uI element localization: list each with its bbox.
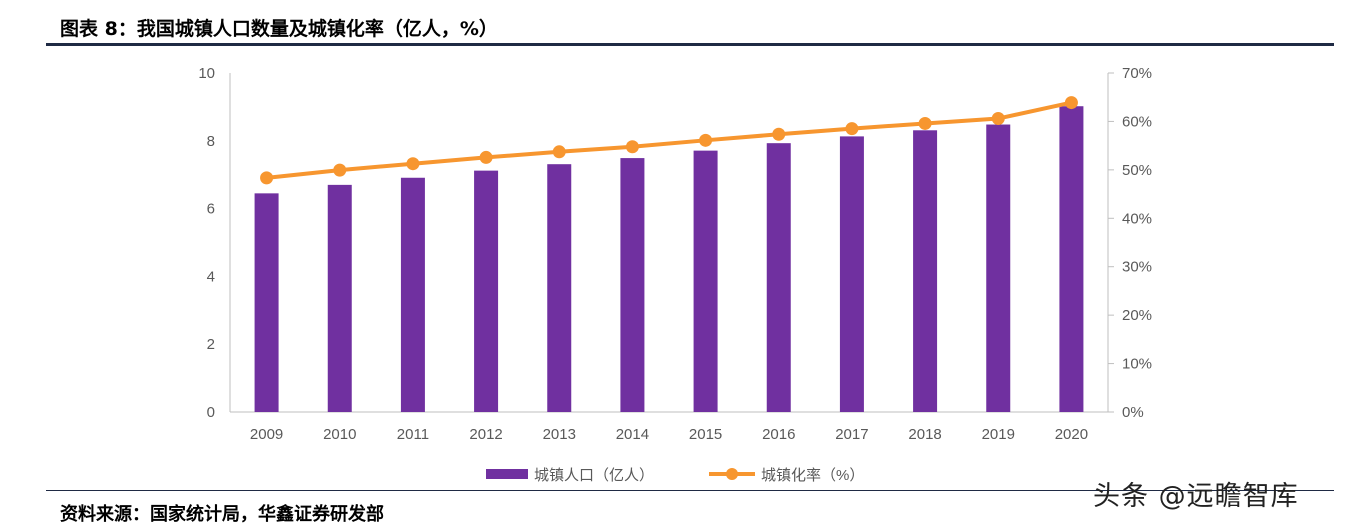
right-tick-label: 50%: [1122, 162, 1152, 179]
point-2012: [479, 150, 493, 164]
urbanization-line: [266, 100, 1072, 180]
left-tick-label: 4: [207, 268, 215, 285]
right-tick-label: 30%: [1122, 259, 1152, 276]
point-2014: [625, 140, 639, 154]
right-tick-label: 10%: [1122, 356, 1152, 373]
bar-2015: [693, 150, 718, 413]
x-tick-label: 2018: [908, 426, 941, 443]
x-tick-label: 2016: [762, 426, 795, 443]
left-tick-label: 8: [207, 133, 215, 150]
x-tick-label: 2015: [689, 426, 722, 443]
point-2016: [772, 127, 786, 141]
legend-label-line: 城镇化率（%）: [761, 467, 864, 484]
right-tick-label: 40%: [1122, 210, 1152, 227]
bar-2011: [400, 177, 425, 412]
left-tick-label: 0: [207, 404, 215, 421]
point-2013: [552, 145, 566, 159]
point-2010: [333, 163, 347, 177]
x-tick-label: 2013: [543, 426, 576, 443]
source-note: 资料来源：国家统计局，华鑫证券研发部: [60, 504, 384, 525]
point-2020: [1064, 96, 1078, 110]
left-tick-label: 2: [207, 336, 215, 353]
bar-2010: [327, 184, 352, 412]
source-divider: [46, 490, 1334, 491]
point-2017: [845, 122, 859, 136]
x-tick-label: 2020: [1055, 426, 1088, 443]
bar-2013: [547, 164, 572, 412]
x-tick-label: 2014: [616, 426, 649, 443]
right-tick-label: 70%: [1122, 65, 1152, 82]
point-2015: [699, 133, 713, 147]
right-tick-label: 60%: [1122, 113, 1152, 130]
point-2009: [260, 171, 274, 185]
legend-swatch-bar: [486, 469, 528, 479]
x-tick-label: 2012: [469, 426, 502, 443]
legend-swatch-marker: [726, 468, 738, 480]
x-tick-label: 2010: [323, 426, 356, 443]
x-tick-label: 2019: [982, 426, 1015, 443]
point-2019: [991, 112, 1005, 126]
bar-2018: [913, 130, 938, 412]
left-tick-label: 6: [207, 201, 215, 218]
x-tick-label: 2011: [397, 426, 429, 443]
bar-2020: [1059, 106, 1084, 413]
legend-label-bar: 城镇人口（亿人）: [534, 467, 654, 484]
bar-2009: [254, 193, 279, 412]
bar-2012: [474, 170, 499, 412]
x-tick-label: 2017: [835, 426, 868, 443]
chart-title: 图表 8：我国城镇人口数量及城镇化率（亿人，%）: [60, 18, 498, 40]
point-2018: [918, 116, 932, 130]
point-2011: [406, 157, 420, 171]
bar-2019: [986, 124, 1011, 412]
right-tick-label: 20%: [1122, 307, 1152, 324]
right-tick-label: 0%: [1122, 404, 1144, 421]
bar-2014: [620, 158, 645, 412]
left-tick-label: 10: [198, 65, 215, 82]
bar-2016: [766, 143, 791, 412]
title-divider: [46, 43, 1334, 46]
watermark: 头条 @远瞻智库: [1093, 481, 1299, 512]
x-tick-label: 2009: [250, 426, 283, 443]
bar-2017: [839, 136, 864, 412]
